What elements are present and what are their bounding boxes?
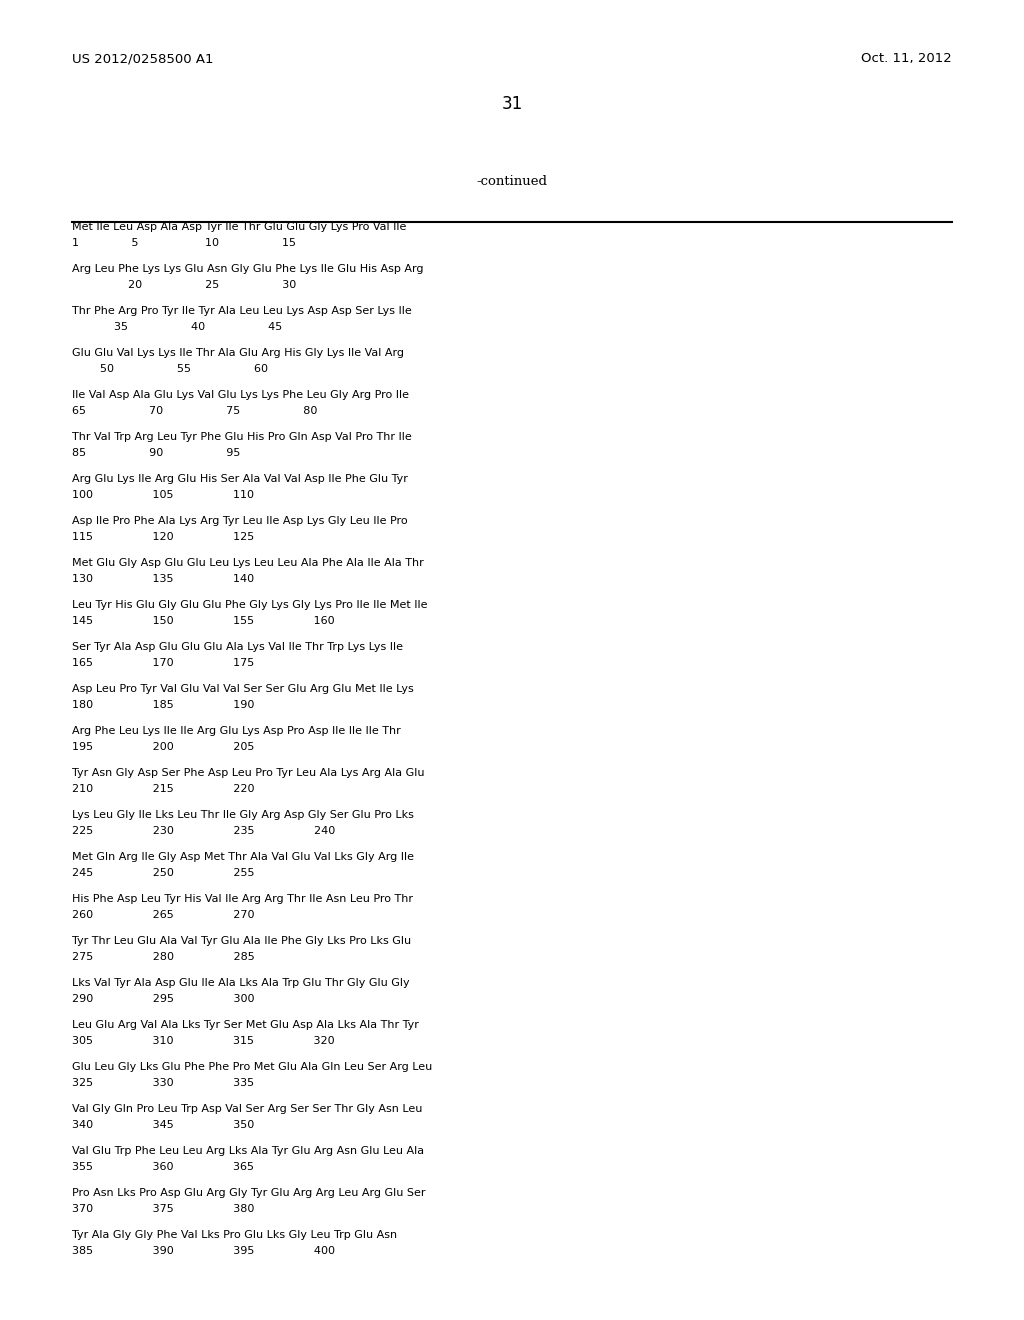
Text: 210                 215                 220: 210 215 220 (72, 784, 255, 795)
Text: Met Gln Arg Ile Gly Asp Met Thr Ala Val Glu Val Lks Gly Arg Ile: Met Gln Arg Ile Gly Asp Met Thr Ala Val … (72, 851, 414, 862)
Text: 100                 105                 110: 100 105 110 (72, 490, 254, 500)
Text: Glu Leu Gly Lks Glu Phe Phe Pro Met Glu Ala Gln Leu Ser Arg Leu: Glu Leu Gly Lks Glu Phe Phe Pro Met Glu … (72, 1063, 432, 1072)
Text: Asp Ile Pro Phe Ala Lys Arg Tyr Leu Ile Asp Lys Gly Leu Ile Pro: Asp Ile Pro Phe Ala Lys Arg Tyr Leu Ile … (72, 516, 408, 525)
Text: 225                 230                 235                 240: 225 230 235 240 (72, 826, 335, 836)
Text: 370                 375                 380: 370 375 380 (72, 1204, 254, 1214)
Text: 50                  55                  60: 50 55 60 (72, 364, 268, 374)
Text: 290                 295                 300: 290 295 300 (72, 994, 255, 1005)
Text: Val Glu Trp Phe Leu Leu Arg Lks Ala Tyr Glu Arg Asn Glu Leu Ala: Val Glu Trp Phe Leu Leu Arg Lks Ala Tyr … (72, 1146, 424, 1156)
Text: US 2012/0258500 A1: US 2012/0258500 A1 (72, 51, 213, 65)
Text: 385                 390                 395                 400: 385 390 395 400 (72, 1246, 335, 1257)
Text: Met Ile Leu Asp Ala Asp Tyr Ile Thr Glu Glu Gly Lys Pro Val Ile: Met Ile Leu Asp Ala Asp Tyr Ile Thr Glu … (72, 222, 407, 232)
Text: Glu Glu Val Lys Lys Ile Thr Ala Glu Arg His Gly Lys Ile Val Arg: Glu Glu Val Lys Lys Ile Thr Ala Glu Arg … (72, 348, 404, 358)
Text: 195                 200                 205: 195 200 205 (72, 742, 254, 752)
Text: Ser Tyr Ala Asp Glu Glu Glu Ala Lys Val Ile Thr Trp Lys Lys Ile: Ser Tyr Ala Asp Glu Glu Glu Ala Lys Val … (72, 642, 403, 652)
Text: 275                 280                 285: 275 280 285 (72, 952, 255, 962)
Text: 260                 265                 270: 260 265 270 (72, 909, 255, 920)
Text: Asp Leu Pro Tyr Val Glu Val Val Ser Ser Glu Arg Glu Met Ile Lys: Asp Leu Pro Tyr Val Glu Val Val Ser Ser … (72, 684, 414, 694)
Text: 145                 150                 155                 160: 145 150 155 160 (72, 616, 335, 626)
Text: Val Gly Gln Pro Leu Trp Asp Val Ser Arg Ser Ser Thr Gly Asn Leu: Val Gly Gln Pro Leu Trp Asp Val Ser Arg … (72, 1104, 422, 1114)
Text: 65                  70                  75                  80: 65 70 75 80 (72, 407, 317, 416)
Text: Arg Leu Phe Lys Lys Glu Asn Gly Glu Phe Lys Ile Glu His Asp Arg: Arg Leu Phe Lys Lys Glu Asn Gly Glu Phe … (72, 264, 424, 275)
Text: Thr Val Trp Arg Leu Tyr Phe Glu His Pro Gln Asp Val Pro Thr Ile: Thr Val Trp Arg Leu Tyr Phe Glu His Pro … (72, 432, 412, 442)
Text: Leu Glu Arg Val Ala Lks Tyr Ser Met Glu Asp Ala Lks Ala Thr Tyr: Leu Glu Arg Val Ala Lks Tyr Ser Met Glu … (72, 1020, 419, 1030)
Text: His Phe Asp Leu Tyr His Val Ile Arg Arg Thr Ile Asn Leu Pro Thr: His Phe Asp Leu Tyr His Val Ile Arg Arg … (72, 894, 413, 904)
Text: 305                 310                 315                 320: 305 310 315 320 (72, 1036, 335, 1045)
Text: -continued: -continued (476, 176, 548, 187)
Text: Arg Glu Lys Ile Arg Glu His Ser Ala Val Val Asp Ile Phe Glu Tyr: Arg Glu Lys Ile Arg Glu His Ser Ala Val … (72, 474, 408, 484)
Text: Oct. 11, 2012: Oct. 11, 2012 (861, 51, 952, 65)
Text: 325                 330                 335: 325 330 335 (72, 1078, 254, 1088)
Text: Tyr Thr Leu Glu Ala Val Tyr Glu Ala Ile Phe Gly Lks Pro Lks Glu: Tyr Thr Leu Glu Ala Val Tyr Glu Ala Ile … (72, 936, 411, 946)
Text: Tyr Asn Gly Asp Ser Phe Asp Leu Pro Tyr Leu Ala Lys Arg Ala Glu: Tyr Asn Gly Asp Ser Phe Asp Leu Pro Tyr … (72, 768, 425, 777)
Text: 85                  90                  95: 85 90 95 (72, 447, 241, 458)
Text: Lks Val Tyr Ala Asp Glu Ile Ala Lks Ala Trp Glu Thr Gly Glu Gly: Lks Val Tyr Ala Asp Glu Ile Ala Lks Ala … (72, 978, 410, 987)
Text: Ile Val Asp Ala Glu Lys Val Glu Lys Lys Phe Leu Gly Arg Pro Ile: Ile Val Asp Ala Glu Lys Val Glu Lys Lys … (72, 389, 409, 400)
Text: 355                 360                 365: 355 360 365 (72, 1162, 254, 1172)
Text: 20                  25                  30: 20 25 30 (72, 280, 296, 290)
Text: Thr Phe Arg Pro Tyr Ile Tyr Ala Leu Leu Lys Asp Asp Ser Lys Ile: Thr Phe Arg Pro Tyr Ile Tyr Ala Leu Leu … (72, 306, 412, 315)
Text: 1               5                   10                  15: 1 5 10 15 (72, 238, 296, 248)
Text: Pro Asn Lks Pro Asp Glu Arg Gly Tyr Glu Arg Arg Leu Arg Glu Ser: Pro Asn Lks Pro Asp Glu Arg Gly Tyr Glu … (72, 1188, 426, 1199)
Text: Leu Tyr His Glu Gly Glu Glu Phe Gly Lys Gly Lys Pro Ile Ile Met Ile: Leu Tyr His Glu Gly Glu Glu Phe Gly Lys … (72, 601, 427, 610)
Text: Lys Leu Gly Ile Lks Leu Thr Ile Gly Arg Asp Gly Ser Glu Pro Lks: Lys Leu Gly Ile Lks Leu Thr Ile Gly Arg … (72, 810, 414, 820)
Text: 115                 120                 125: 115 120 125 (72, 532, 254, 543)
Text: Tyr Ala Gly Gly Phe Val Lks Pro Glu Lks Gly Leu Trp Glu Asn: Tyr Ala Gly Gly Phe Val Lks Pro Glu Lks … (72, 1230, 397, 1239)
Text: Met Glu Gly Asp Glu Glu Leu Lys Leu Leu Ala Phe Ala Ile Ala Thr: Met Glu Gly Asp Glu Glu Leu Lys Leu Leu … (72, 558, 424, 568)
Text: 340                 345                 350: 340 345 350 (72, 1119, 254, 1130)
Text: 180                 185                 190: 180 185 190 (72, 700, 254, 710)
Text: 245                 250                 255: 245 250 255 (72, 869, 255, 878)
Text: 35                  40                  45: 35 40 45 (72, 322, 283, 333)
Text: 31: 31 (502, 95, 522, 114)
Text: 165                 170                 175: 165 170 175 (72, 657, 254, 668)
Text: Arg Phe Leu Lys Ile Ile Arg Glu Lys Asp Pro Asp Ile Ile Ile Thr: Arg Phe Leu Lys Ile Ile Arg Glu Lys Asp … (72, 726, 400, 737)
Text: 130                 135                 140: 130 135 140 (72, 574, 254, 583)
